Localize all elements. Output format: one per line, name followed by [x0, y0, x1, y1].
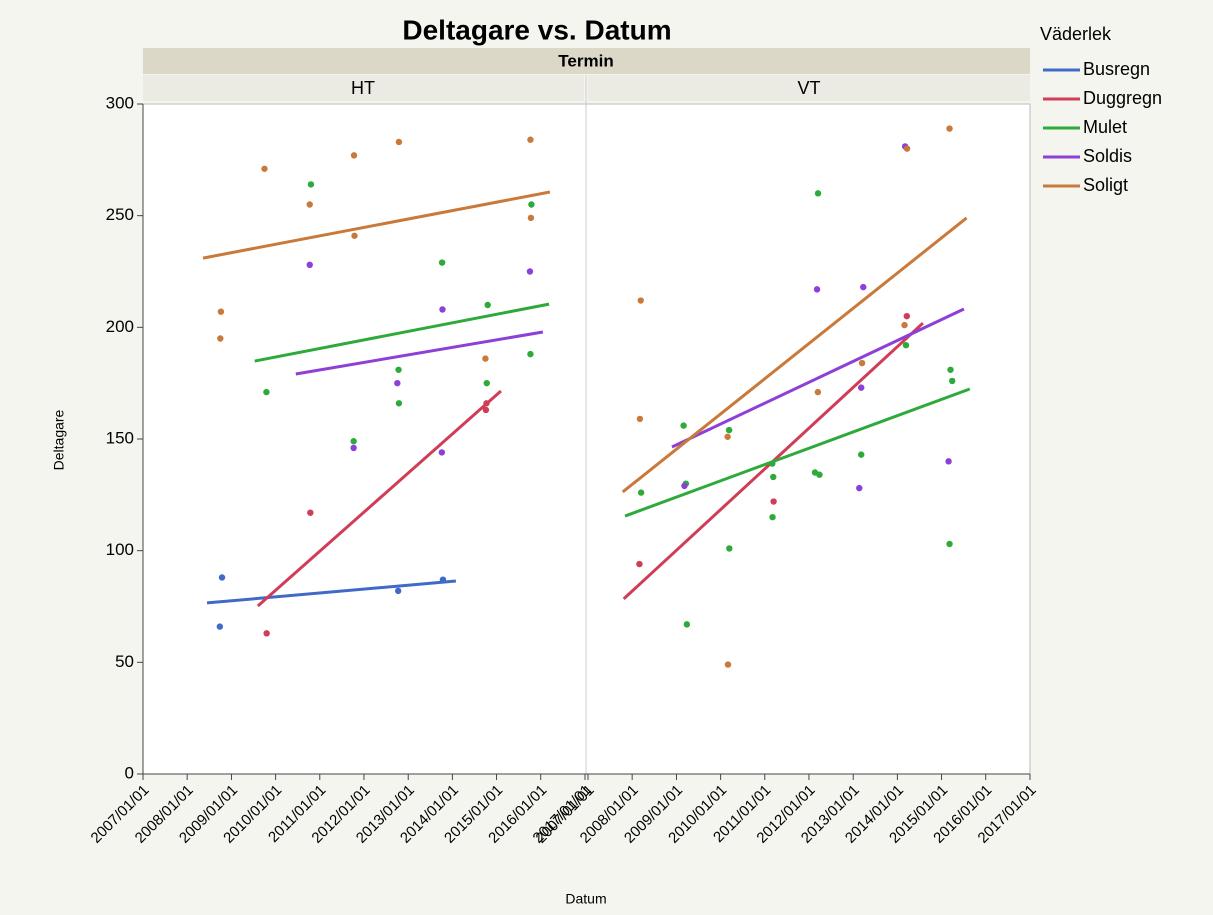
data-point [681, 482, 688, 490]
data-point [307, 509, 314, 516]
data-point [724, 433, 731, 440]
data-point [395, 366, 402, 373]
data-point [858, 451, 865, 458]
data-point [526, 268, 534, 275]
data-point [816, 471, 823, 478]
data-point [903, 312, 911, 320]
data-point [636, 560, 643, 568]
data-point [395, 400, 403, 407]
data-point [901, 321, 908, 329]
y-tick-label: 150 [106, 428, 134, 447]
data-point [306, 261, 313, 268]
y-axis-label: Deltagare [51, 409, 67, 470]
data-point [946, 540, 953, 548]
y-tick-label: 0 [125, 763, 134, 782]
data-point [948, 377, 956, 385]
trend-line [624, 387, 971, 518]
data-point [483, 379, 490, 387]
trend-line [621, 216, 968, 494]
legend-label: Soligt [1083, 175, 1128, 195]
data-point [394, 379, 401, 387]
y-tick-label: 250 [106, 205, 134, 224]
trend-line [256, 389, 502, 608]
facet-label: VT [797, 78, 820, 98]
data-point [814, 190, 822, 197]
data-point [350, 444, 357, 452]
data-point [350, 152, 358, 159]
data-point [527, 350, 534, 358]
data-point [770, 498, 777, 505]
data-point [903, 145, 911, 152]
facet-title: Termin [558, 51, 613, 70]
data-point [683, 621, 691, 628]
data-point [438, 449, 446, 456]
trend-line [206, 579, 457, 605]
data-point [527, 214, 535, 222]
data-point [902, 342, 910, 349]
y-tick-label: 300 [106, 93, 134, 112]
facet-strip [143, 75, 584, 101]
data-point [947, 366, 954, 373]
legend-label: Mulet [1083, 117, 1127, 137]
data-point [350, 438, 357, 445]
data-point [856, 484, 863, 492]
data-point [217, 308, 225, 315]
y-tick-label: 100 [106, 540, 134, 559]
legend-label: Busregn [1083, 59, 1150, 79]
data-point [439, 576, 447, 583]
data-point [439, 306, 446, 313]
data-point [637, 297, 644, 304]
data-point [394, 587, 402, 595]
data-point [484, 301, 491, 309]
data-point [946, 125, 953, 132]
facet-label: HT [351, 78, 375, 98]
y-tick-label: 200 [106, 317, 134, 336]
trend-line [295, 330, 544, 376]
data-point [725, 426, 733, 434]
legend-label: Duggregn [1083, 88, 1162, 108]
data-point [813, 286, 821, 293]
data-point [858, 384, 865, 391]
trend-line [254, 302, 550, 363]
legend-label: Soldis [1083, 146, 1132, 166]
x-axis-label: Datum [565, 891, 606, 907]
data-point [216, 623, 224, 630]
data-point [482, 355, 489, 362]
data-point [483, 400, 490, 407]
data-point [636, 415, 644, 423]
data-point [769, 513, 776, 521]
chart-title: Deltagare vs. Datum [402, 14, 671, 45]
y-tick-label: 50 [115, 652, 134, 671]
trend-line [671, 307, 965, 449]
data-point [724, 661, 732, 668]
trend-line [202, 190, 551, 260]
data-point [726, 545, 733, 552]
data-point [217, 335, 224, 342]
data-point [769, 460, 776, 467]
data-point [528, 201, 535, 208]
data-point [395, 138, 403, 146]
data-point [637, 489, 645, 496]
data-point [263, 630, 270, 637]
data-point [945, 458, 952, 465]
legend-title: Väderlek [1040, 24, 1112, 44]
data-point [482, 406, 490, 414]
data-point [680, 422, 687, 429]
data-point [527, 136, 534, 143]
data-point [814, 388, 822, 396]
data-point [307, 181, 315, 188]
data-point [263, 388, 270, 396]
facet-strip [588, 75, 1030, 101]
data-point [218, 574, 226, 581]
data-point [770, 473, 777, 481]
data-point [858, 359, 866, 367]
data-point [306, 201, 313, 208]
data-point [438, 259, 446, 266]
data-point [860, 283, 867, 291]
facet-header [143, 48, 1030, 74]
data-point [261, 165, 268, 172]
data-point [351, 232, 358, 239]
